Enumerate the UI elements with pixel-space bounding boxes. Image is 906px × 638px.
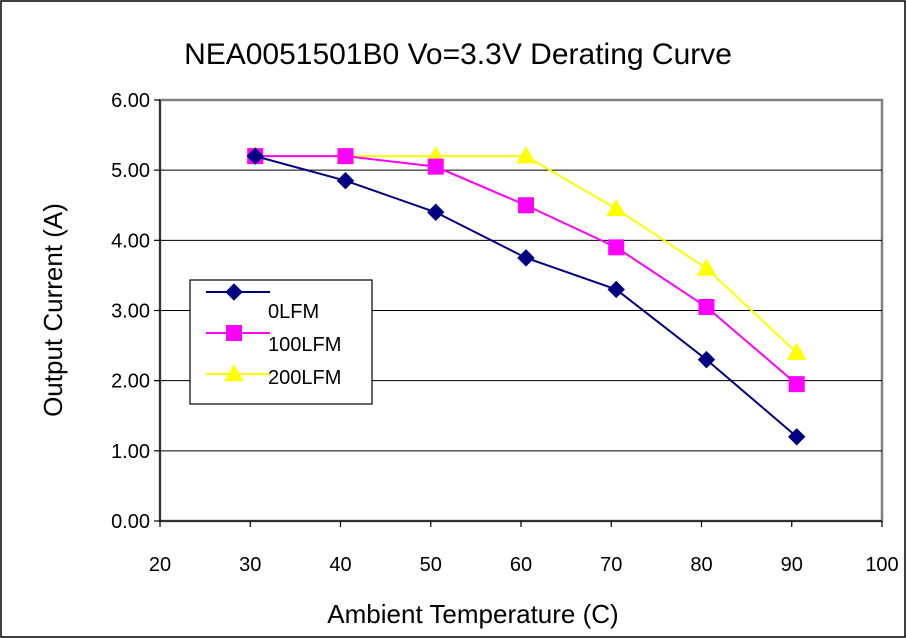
legend-box bbox=[189, 279, 373, 405]
data-point-0lfm bbox=[517, 249, 535, 267]
data-point-100lfm bbox=[517, 197, 534, 214]
y-tick-label: 2.00 bbox=[111, 371, 150, 393]
x-tick-label: 70 bbox=[600, 554, 622, 576]
x-tick-label: 20 bbox=[149, 554, 171, 576]
legend-marker-200lfm bbox=[224, 363, 244, 382]
legend-item-0lfm: 0LFM bbox=[206, 283, 319, 323]
data-point-200lfm bbox=[606, 198, 627, 217]
x-axis-label: Ambient Temperature (C) bbox=[327, 599, 618, 629]
x-tick-label: 50 bbox=[420, 554, 442, 576]
y-tick-label: 5.00 bbox=[111, 160, 150, 182]
x-tick-label: 30 bbox=[239, 554, 261, 576]
data-point-200lfm bbox=[516, 146, 536, 164]
axes: 0.00 1.00 2.00 3.00 4.00 5.00 6.00 20 30 40 50 60 70… bbox=[111, 90, 899, 576]
series-0lfm bbox=[246, 147, 806, 446]
x-tick-label: 40 bbox=[329, 554, 351, 576]
y-tick-label: 1.00 bbox=[111, 441, 150, 463]
chart-title: NEA0051501B0 Vo=3.3V Derating Curve bbox=[184, 38, 732, 71]
legend-item-200lfm: 200LFM bbox=[206, 363, 341, 389]
y-tick-label: 6.00 bbox=[111, 90, 150, 112]
data-point-0lfm bbox=[697, 350, 716, 369]
x-tick-label: 80 bbox=[690, 554, 712, 576]
y-tick-label: 0.00 bbox=[111, 511, 150, 533]
y-tick-label: 4.00 bbox=[111, 230, 150, 252]
legend-marker-100lfm bbox=[226, 325, 242, 341]
series-layer bbox=[245, 146, 807, 446]
data-point-100lfm bbox=[427, 158, 444, 175]
legend-label-100lfm: 100LFM bbox=[268, 334, 341, 356]
legend-marker-0lfm bbox=[225, 283, 243, 301]
legend: 0LFM 100LFM 200LFM bbox=[189, 279, 373, 405]
data-point-0lfm bbox=[336, 171, 355, 190]
legend-label-0lfm: 0LFM bbox=[268, 301, 319, 323]
data-point-0lfm bbox=[246, 147, 264, 165]
data-point-100lfm bbox=[608, 239, 625, 256]
data-point-100lfm bbox=[698, 298, 715, 315]
data-point-0lfm bbox=[607, 280, 625, 299]
x-tick-label: 100 bbox=[865, 554, 898, 576]
x-tick-label: 60 bbox=[510, 554, 532, 576]
legend-item-100lfm: 100LFM bbox=[206, 325, 341, 356]
data-point-0lfm bbox=[427, 203, 445, 221]
y-axis-label: Output Current (A) bbox=[38, 203, 68, 417]
data-point-200lfm bbox=[786, 342, 807, 360]
y-tick-label: 3.00 bbox=[111, 301, 150, 323]
data-point-200lfm bbox=[696, 258, 717, 276]
data-point-0lfm bbox=[788, 428, 806, 446]
data-point-100lfm bbox=[337, 148, 354, 165]
data-point-100lfm bbox=[788, 376, 805, 393]
legend-label-200lfm: 200LFM bbox=[268, 367, 341, 389]
x-tick-label: 90 bbox=[781, 554, 803, 576]
